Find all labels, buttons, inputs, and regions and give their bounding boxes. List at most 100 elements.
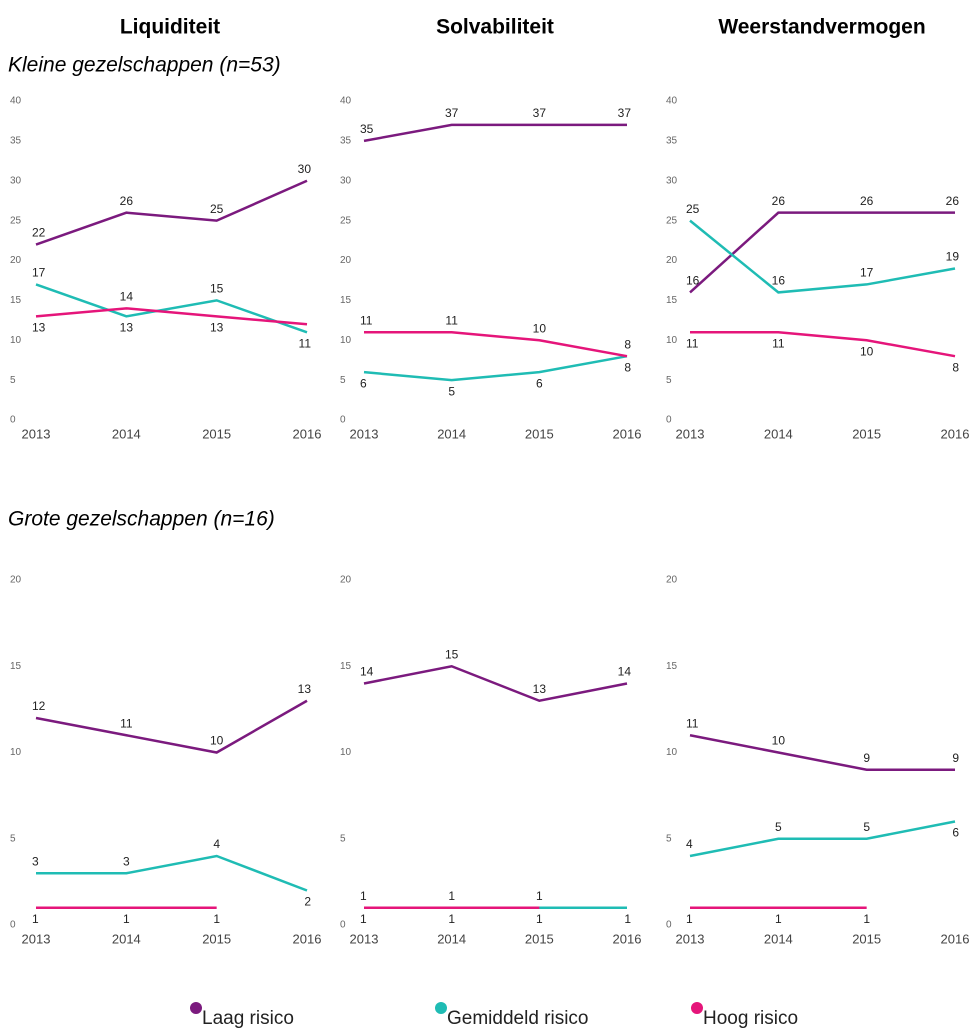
data-label: 26: [772, 194, 786, 208]
y-tick-label: 10: [666, 747, 678, 758]
y-tick-label: 0: [10, 920, 16, 931]
data-label: 1: [624, 912, 631, 926]
y-tick-label: 25: [10, 215, 22, 226]
y-tick-label: 15: [10, 295, 22, 306]
series-line: [689, 734, 955, 771]
y-tick-label: 20: [10, 255, 22, 266]
legend-marker: [691, 1002, 703, 1014]
data-label: 8: [624, 360, 631, 374]
y-tick-label: 10: [10, 747, 22, 758]
data-label: 12: [32, 699, 46, 713]
data-label: 10: [533, 321, 547, 335]
data-label: 19: [946, 250, 960, 264]
y-tick-label: 10: [340, 747, 352, 758]
data-label: 1: [448, 889, 455, 903]
data-label: 25: [210, 202, 224, 216]
x-tick-label: 2015: [525, 931, 554, 946]
data-label: 13: [120, 320, 134, 334]
y-tick-label: 15: [666, 295, 678, 306]
y-tick-label: 5: [666, 375, 672, 386]
data-label: 13: [32, 320, 46, 334]
y-tick-label: 25: [340, 215, 352, 226]
y-tick-label: 5: [340, 833, 346, 844]
data-label: 3: [123, 854, 130, 868]
data-label: 1: [360, 889, 367, 903]
data-label: 1: [536, 889, 543, 903]
x-tick-label: 2014: [764, 931, 793, 946]
y-tick-label: 15: [340, 661, 352, 672]
x-tick-label: 2015: [852, 426, 881, 441]
x-tick-label: 2015: [202, 931, 231, 946]
data-label: 1: [123, 912, 130, 926]
data-label: 6: [952, 826, 959, 840]
series-line: [36, 854, 308, 892]
y-tick-label: 20: [340, 255, 352, 266]
data-label: 1: [775, 912, 782, 926]
column-title: Solvabiliteit: [436, 16, 554, 39]
row-title: Kleine gezelschappen (n=53): [8, 54, 281, 77]
data-label: 11: [299, 336, 312, 350]
y-tick-label: 10: [10, 335, 22, 346]
data-label: 10: [772, 734, 786, 748]
data-label: 16: [686, 274, 700, 288]
data-label: 22: [32, 226, 46, 240]
data-label: 37: [533, 106, 547, 120]
data-label: 14: [360, 665, 374, 679]
data-label: 4: [213, 837, 220, 851]
data-label: 2: [304, 895, 311, 909]
y-tick-label: 0: [666, 415, 672, 426]
data-label: 9: [863, 751, 870, 765]
data-label: 6: [536, 376, 543, 390]
data-label: 1: [32, 912, 39, 926]
data-label: 11: [772, 336, 785, 350]
series-line: [690, 331, 956, 358]
data-label: 3: [32, 854, 39, 868]
y-tick-label: 20: [666, 575, 678, 586]
y-tick-label: 20: [10, 575, 22, 586]
legend-label: Hoog risico: [703, 1008, 798, 1029]
data-label: 15: [210, 282, 224, 296]
x-tick-label: 2016: [613, 426, 642, 441]
data-label: 25: [686, 202, 700, 216]
data-label: 13: [298, 682, 312, 696]
data-label: 5: [775, 820, 782, 834]
y-tick-label: 5: [340, 375, 346, 386]
y-tick-label: 0: [340, 920, 346, 931]
y-tick-label: 40: [666, 96, 678, 107]
data-label: 30: [298, 162, 312, 176]
x-tick-label: 2014: [112, 931, 141, 946]
x-tick-label: 2013: [350, 426, 379, 441]
data-label: 11: [120, 716, 133, 730]
data-label: 1: [686, 912, 693, 926]
series-line: [363, 123, 627, 143]
x-tick-label: 2013: [22, 931, 51, 946]
x-tick-label: 2016: [613, 931, 642, 946]
y-tick-label: 0: [666, 920, 672, 931]
y-tick-label: 20: [666, 255, 678, 266]
data-label: 4: [686, 837, 693, 851]
x-tick-label: 2016: [293, 931, 322, 946]
x-tick-label: 2013: [676, 931, 705, 946]
data-label: 17: [860, 266, 874, 280]
x-tick-label: 2016: [941, 931, 970, 946]
data-label: 13: [210, 320, 224, 334]
y-tick-label: 0: [340, 415, 346, 426]
data-label: 1: [536, 912, 543, 926]
series-line: [689, 211, 955, 294]
data-label: 26: [946, 194, 960, 208]
series-line: [35, 307, 308, 326]
x-tick-label: 2014: [112, 426, 141, 441]
y-tick-label: 0: [10, 415, 16, 426]
x-tick-label: 2016: [941, 426, 970, 441]
column-title: Liquiditeit: [120, 16, 220, 39]
data-label: 14: [618, 665, 632, 679]
y-tick-label: 30: [10, 175, 22, 186]
data-label: 5: [863, 820, 870, 834]
y-tick-label: 5: [10, 375, 16, 386]
column-title: Weerstandvermogen: [718, 16, 925, 39]
y-tick-label: 30: [340, 175, 352, 186]
data-label: 37: [618, 106, 632, 120]
data-label: 35: [360, 122, 374, 136]
x-tick-label: 2013: [22, 426, 51, 441]
